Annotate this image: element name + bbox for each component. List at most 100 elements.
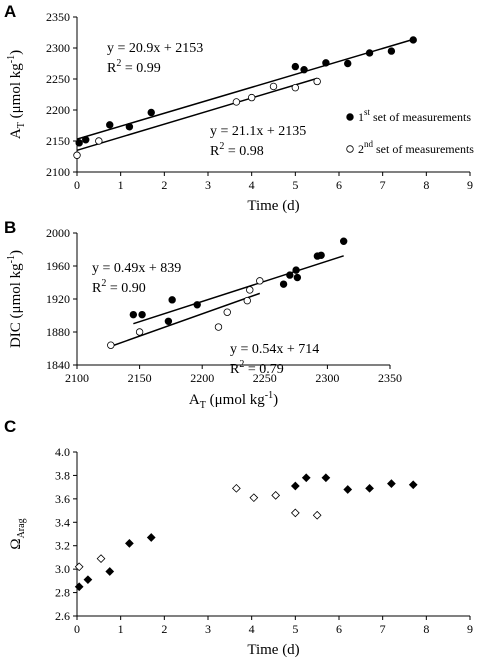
y-tick-label: 2.6 [55,609,70,623]
legend: 1st set of measurements 2nd set of measur… [346,107,474,156]
data-point [125,539,134,548]
y-tick-label: 2150 [46,134,70,148]
y-tick-label: 3.0 [55,562,70,576]
data-point [74,582,84,592]
panel-b: B 2100 2150 2200 2250 2300 2350 1840 1880 1920 196… [4,218,402,411]
data-point [246,286,254,294]
data-point [300,65,308,74]
data-point [105,567,115,576]
data-point [365,49,374,57]
y-tick-label: 3.4 [55,515,70,529]
r-squared-1: R2 = 0.99 [107,58,161,76]
data-point [313,77,321,86]
x-tick-label: 8 [423,178,429,192]
x-tick-label: 2350 [378,371,402,385]
equation-1: y = 20.9x + 2153 [107,41,203,56]
legend-label: 2nd set of measurements [358,139,474,156]
data-point [408,480,418,490]
data-point [290,508,300,518]
trendline-1 [76,38,414,140]
x-tick-label: 2250 [253,371,277,385]
x-axis-title: AT (μmol kg-1) [189,390,278,411]
data-point [147,108,155,117]
r-squared-1: R2 = 0.90 [92,278,146,296]
data-point [256,277,264,285]
data-point [243,296,251,305]
x-tick-label: 6 [336,622,342,636]
x-tick-label: 5 [292,622,298,636]
data-point [344,59,352,68]
y-tick-label: 2.8 [55,586,70,600]
data-point [322,59,330,67]
x-tick-label: 2 [161,622,167,636]
y-axis-title: ΩArag [8,518,27,549]
data-point [146,533,156,542]
panel-letter: A [4,2,16,21]
data-point [291,83,300,92]
panel-c: C 0 1 2 3 4 5 6 7 8 9 2.6 2.8 3.0 3.2 3.4 3.6 3.8 4.0 Time … [4,417,473,658]
r-squared-2: R2 = 0.79 [230,359,284,377]
y-tick-label: 2100 [46,165,70,179]
x-tick-label: 7 [380,622,386,636]
data-point [125,123,134,131]
x-tick-label: 2200 [190,371,214,385]
x-tick-label: 2300 [315,371,339,385]
data-point [138,310,146,319]
data-point [339,237,348,245]
panel-letter: C [4,417,16,436]
data-point [293,273,302,282]
x-tick-label: 8 [423,622,429,636]
x-tick-label: 1 [118,622,124,636]
data-point [269,82,278,91]
data-point [249,493,259,503]
y-axis-title: DIC (μmol kg-1) [6,250,24,348]
data-point [95,137,103,145]
y-tick-label: 1920 [46,292,70,306]
x-tick-label: 4 [249,622,255,636]
trendline-2 [110,292,261,348]
legend-marker [346,145,354,153]
data-point [96,554,106,563]
data-point [74,562,84,572]
x-tick-label: 2100 [65,371,89,385]
data-point [312,510,322,520]
data-point [82,136,90,144]
x-tick-label: 2150 [128,371,152,385]
data-point [164,317,173,325]
data-point [291,62,300,71]
y-tick-label: 2350 [46,10,70,24]
data-point [301,473,311,483]
data-point [317,251,325,259]
x-tick-label: 7 [380,178,386,192]
data-point [193,301,201,309]
data-point [107,341,115,349]
legend-label: 1st set of measurements [358,107,471,124]
data-point [409,36,417,44]
trendline-2 [76,77,318,152]
y-tick-label: 2250 [46,72,70,86]
equation-1: y = 0.49x + 839 [92,261,181,276]
data-point [106,121,114,129]
x-tick-label: 2 [161,178,167,192]
data-point [321,473,331,483]
x-tick-label: 1 [118,178,124,192]
y-tick-label: 2200 [46,103,70,117]
data-point [135,328,144,336]
data-point [286,271,294,279]
data-point [214,323,223,331]
r-squared-2: R2 = 0.98 [210,141,264,159]
x-axis-title: Time (d) [247,198,299,214]
x-tick-label: 3 [205,178,211,192]
y-tick-label: 1880 [46,325,70,339]
x-tick-label: 0 [74,622,80,636]
x-tick-label: 5 [292,178,298,192]
trendline-1 [133,255,344,325]
legend-marker [346,113,354,121]
y-tick-label: 3.8 [55,468,70,482]
data-point [387,47,396,55]
data-point [75,139,83,147]
y-tick-label: 3.2 [55,539,70,553]
x-axis-title: Time (d) [247,642,299,658]
x-tick-label: 3 [205,622,211,636]
